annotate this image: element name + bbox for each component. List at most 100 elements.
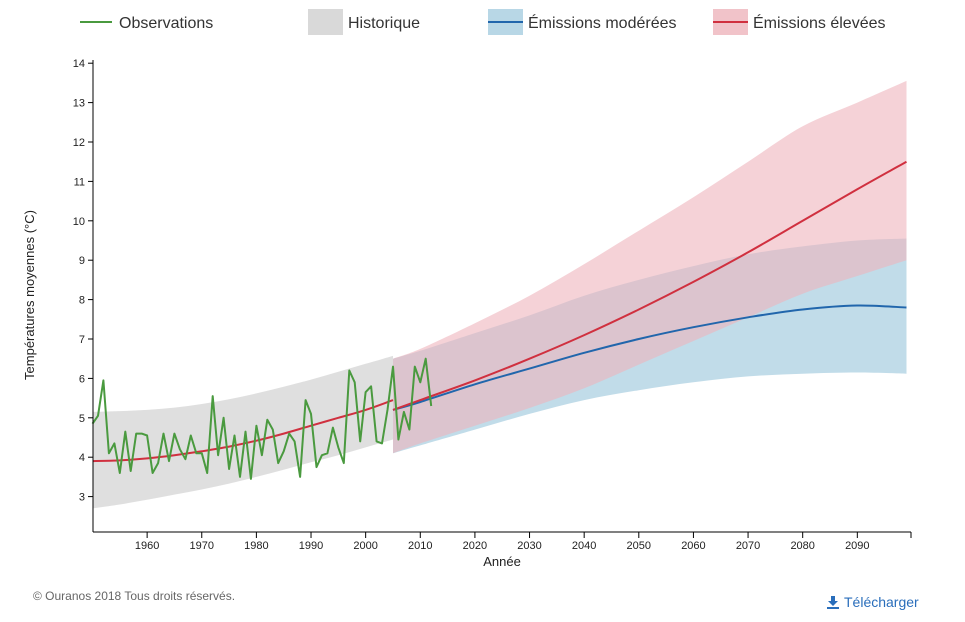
observation-point[interactable] [319,452,325,458]
legend-item-historique[interactable]: Historique [308,9,420,35]
observation-point[interactable] [313,464,319,470]
observation-point[interactable] [335,444,341,450]
x-tick-label: 2030 [517,540,541,552]
observation-point[interactable] [428,403,434,409]
observation-point[interactable] [395,436,401,442]
x-tick-label: 2010 [408,540,432,552]
observation-point[interactable] [303,397,309,403]
x-tick-label: 2050 [627,540,651,552]
observation-point[interactable] [357,438,363,444]
observation-point[interactable] [297,474,303,480]
observation-point[interactable] [417,379,423,385]
observation-point[interactable] [412,364,418,370]
y-tick-label: 11 [74,176,85,188]
legend-label-moderees: Émissions modérées [528,13,677,32]
download-button[interactable]: Télécharger [826,594,919,610]
observation-point[interactable] [237,474,243,480]
observation-point[interactable] [95,413,101,419]
y-tick-label: 8 [79,295,85,307]
legend-swatch-historique [308,9,343,35]
x-tick-label: 2020 [463,540,487,552]
observation-point[interactable] [128,468,134,474]
observation-point[interactable] [133,431,139,437]
x-tick-label: 1960 [135,540,159,552]
observation-point[interactable] [401,409,407,415]
copyright-notice: © Ouranos 2018 Tous droits réservés. [33,589,236,603]
observation-point[interactable] [324,450,330,456]
observation-point[interactable] [259,452,265,458]
elevees-median-line [392,160,907,411]
observation-point[interactable] [275,460,281,466]
observation-point[interactable] [210,393,216,399]
observation-point[interactable] [204,470,210,476]
x-tick-label: 2000 [353,540,377,552]
observation-point[interactable] [270,427,276,433]
observation-point[interactable] [155,460,161,466]
observation-point[interactable] [281,448,287,454]
observations-line [91,357,433,480]
observation-point[interactable] [177,446,183,452]
observation-point[interactable] [232,433,238,439]
y-tick-label: 3 [79,492,85,504]
x-tick-label: 1990 [299,540,323,552]
x-tick-label: 2080 [790,540,814,552]
x-tick-label: 2040 [572,540,596,552]
y-tick-label: 6 [79,373,85,385]
y-tick-label: 12 [73,137,85,149]
observation-point[interactable] [379,440,385,446]
x-tick-label: 1980 [244,540,268,552]
x-tick-label: 2060 [681,540,705,552]
observation-point[interactable] [111,440,117,446]
observation-point[interactable] [150,470,156,476]
observation-point[interactable] [226,466,232,472]
legend-label-historique: Historique [348,15,420,32]
observation-point[interactable] [363,389,369,395]
legend-item-elevees[interactable]: Émissions élevées [713,9,886,35]
observation-point[interactable] [117,470,123,476]
observation-point[interactable] [221,415,227,421]
observation-point[interactable] [406,427,412,433]
observation-point[interactable] [346,368,352,374]
observation-point[interactable] [215,452,221,458]
observation-point[interactable] [341,460,347,466]
observation-point[interactable] [374,438,380,444]
x-axis-title: Année [483,554,521,569]
observation-point[interactable] [242,429,248,435]
observation-point[interactable] [182,456,188,462]
observation-point[interactable] [100,377,106,383]
y-axis-title: Températures moyennes (°C) [22,210,37,380]
observation-point[interactable] [264,417,270,423]
observation-point[interactable] [292,438,298,444]
plot-area: 3 4 5 6 7 8 9 10 11 12 13 14 1960 1970 1980 1990 2000 201… [73,58,912,552]
observation-point[interactable] [385,407,391,413]
historique-band [92,355,393,509]
observation-point[interactable] [253,423,259,429]
observation-point[interactable] [139,431,145,437]
y-tick-label: 13 [73,98,85,110]
observation-point[interactable] [352,379,358,385]
observation-point[interactable] [188,433,194,439]
observation-point[interactable] [368,383,374,389]
y-tick-label: 9 [79,255,85,267]
x-tick-label: 1970 [190,540,214,552]
observation-point[interactable] [308,411,314,417]
observation-point[interactable] [390,364,396,370]
legend-label-observations: Observations [119,15,213,32]
y-tick-label: 14 [73,58,85,70]
legend: Observations Historique Émissions modéré… [80,9,886,35]
observation-point[interactable] [106,450,112,456]
observation-point[interactable] [144,433,150,439]
legend-item-moderees[interactable]: Émissions modérées [488,9,677,35]
observation-point[interactable] [286,431,292,437]
observation-point[interactable] [122,429,128,435]
legend-item-observations[interactable]: Observations [80,15,213,32]
observation-point[interactable] [248,476,254,482]
observation-point[interactable] [193,450,199,456]
observation-point[interactable] [166,458,172,464]
observation-point[interactable] [161,431,167,437]
observation-point[interactable] [171,431,177,437]
observation-point[interactable] [330,425,336,431]
observation-point[interactable] [199,450,205,456]
observation-point[interactable] [423,356,429,362]
